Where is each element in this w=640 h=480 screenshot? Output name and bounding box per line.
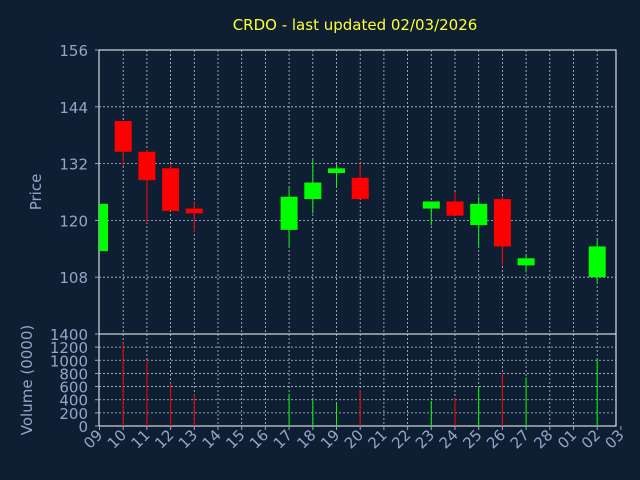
candle-body — [304, 182, 322, 200]
volume-tick-label: 1000 — [50, 352, 88, 370]
price-tick-labels: 108 120 132 144 156 — [59, 42, 99, 287]
x-tick-label: 25 — [459, 426, 485, 452]
x-tick-label: 23 — [412, 426, 438, 452]
x-tick-label: 17 — [270, 426, 296, 452]
candle-body — [351, 177, 369, 200]
volume-tick-label: 1200 — [50, 339, 88, 357]
volume-bars — [122, 342, 598, 426]
x-tick-label: 01 — [554, 426, 580, 452]
candle-body — [280, 196, 298, 230]
volume-tick-label: 200 — [59, 405, 88, 423]
volume-tick-label: 600 — [59, 379, 88, 397]
candle-body — [422, 201, 440, 209]
price-panel: 108 120 132 144 156 Price — [27, 42, 617, 335]
volume-axis-label: Volume (0000) — [18, 325, 36, 435]
price-grid — [99, 50, 616, 334]
x-tick-label: 28 — [530, 426, 556, 452]
candle-body — [517, 258, 535, 266]
price-tick-label: 120 — [59, 212, 88, 230]
x-tick-label: 14 — [199, 426, 225, 452]
candle-body — [470, 203, 488, 226]
volume-tick-label: 800 — [59, 365, 88, 383]
x-axis-label: Day — [333, 458, 363, 476]
x-tick-label: 12 — [151, 426, 177, 452]
x-tick-label: 16 — [246, 426, 272, 452]
volume-tick-label: 400 — [59, 392, 88, 410]
x-tick-label: 26 — [483, 426, 509, 452]
x-tick-label: 18 — [293, 426, 319, 452]
volume-plot-border — [98, 333, 617, 427]
candle-body — [185, 208, 203, 214]
candle-body — [162, 168, 180, 211]
x-tick-labels: 0910111213141516171819202122232425262728… — [80, 426, 628, 452]
price-tick-label: 156 — [59, 42, 88, 60]
x-tick-label: 13 — [175, 426, 201, 452]
candle-body — [114, 121, 132, 152]
candle-body — [99, 203, 108, 252]
candles — [99, 121, 606, 282]
chart-title: CRDO - last updated 02/03/2026 — [233, 16, 478, 34]
price-tick-label: 132 — [59, 156, 88, 174]
candle-body — [588, 246, 606, 278]
candle-body — [493, 199, 511, 247]
x-tick-label: 15 — [222, 426, 248, 452]
volume-tick-label: 0 — [78, 418, 88, 436]
candle-body — [138, 151, 156, 181]
price-axis-label: Price — [27, 174, 45, 211]
x-tick-label: 10 — [104, 426, 130, 452]
price-tick-label: 108 — [59, 269, 88, 287]
x-tick-label: 21 — [364, 426, 390, 452]
price-tick-label: 144 — [59, 99, 88, 117]
volume-grid — [99, 334, 616, 426]
x-tick-label: 20 — [341, 426, 367, 452]
candle-body — [328, 168, 345, 174]
candle-body — [446, 201, 464, 216]
x-tick-label: 27 — [507, 426, 533, 452]
x-tick-label: 02 — [578, 426, 604, 452]
volume-tick-label: 1400 — [50, 326, 88, 344]
x-tick-label: 22 — [388, 426, 414, 452]
x-tick-label: 24 — [436, 426, 462, 452]
x-tick-label: 03 — [601, 426, 627, 452]
x-tick-label: 19 — [317, 426, 343, 452]
x-tick-label: 11 — [127, 426, 153, 452]
